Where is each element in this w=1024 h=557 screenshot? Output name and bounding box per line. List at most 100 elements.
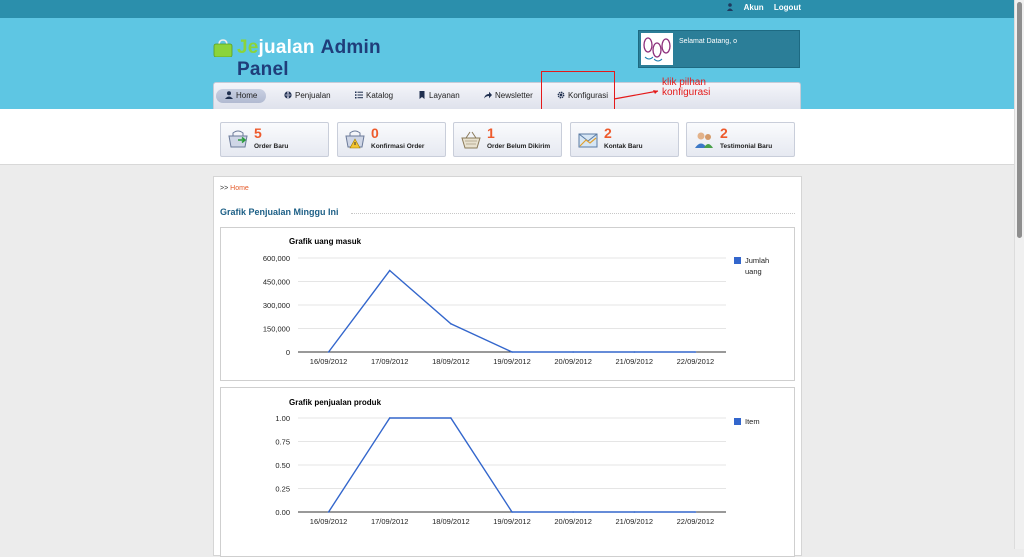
stat-label: Konfirmasi Order [371,143,425,150]
annotation-text: klik pilhan konfigurasi [662,78,710,98]
legend-label: uang [745,267,762,276]
stat-kontak-baru[interactable]: 2 Kontak Baru [570,122,679,157]
x-tick-label: 19/09/2012 [493,357,531,366]
stat-order-baru[interactable]: 5 Order Baru [220,122,329,157]
account-link[interactable]: Akun [726,3,766,12]
chart-money: Grafik uang masuk 0 150,000 300,000 450,000 6… [263,237,769,366]
stat-testimonial-baru[interactable]: 2 Testimonial Baru [686,122,795,157]
gear-icon [557,91,565,99]
data-point [633,351,636,353]
annotation-arrow [613,90,659,100]
logo[interactable]: Jejualan Admin Panel [213,37,433,80]
x-tick-label: 20/09/2012 [554,517,592,526]
annotation-line-2: konfigurasi [662,87,711,98]
person-icon [726,3,733,11]
x-tick-label: 16/09/2012 [310,357,348,366]
nav-newsletter[interactable]: Newsletter [484,89,533,103]
nav-layanan[interactable]: Layanan [418,89,460,103]
y-tick-label: 600,000 [263,254,290,263]
x-tick-label: 20/09/2012 [554,357,592,366]
contact-card-icon [578,133,598,148]
legend-swatch [734,418,741,425]
x-tick-label: 18/09/2012 [432,517,470,526]
welcome-box: Selamat Datang, o [638,30,800,68]
data-point [388,417,391,419]
legend-swatch [734,257,741,264]
nav-konfigurasi[interactable]: Konfigurasi [557,89,608,103]
x-tick-label: 22/09/2012 [677,517,715,526]
share-arrow-icon [484,91,492,99]
nav-penjualan[interactable]: Penjualan [284,89,331,103]
x-tick-label: 21/09/2012 [616,517,654,526]
nav-penjualan-label: Penjualan [295,91,331,100]
stat-label: Testimonial Baru [720,143,773,150]
users-icon [695,132,713,148]
series-line [328,269,696,353]
nav-katalog[interactable]: Katalog [355,89,393,103]
data-point [572,351,574,353]
y-tick-label: 0.00 [275,508,290,517]
x-tick-label: 16/09/2012 [310,517,348,526]
stat-count: 1 [487,125,495,141]
welcome-text: Selamat Datang, o [679,38,737,45]
x-tick-label: 19/09/2012 [493,517,531,526]
account-label: Akun [743,3,764,12]
y-tick-label: 450,000 [263,278,290,287]
y-tick-label: 0 [286,348,290,357]
data-point [633,511,636,513]
y-tick-label: 0.25 [275,485,290,494]
stat-count: 2 [720,125,728,141]
stat-count: 2 [604,125,612,141]
cart-icon [228,130,248,148]
scrollbar-thumb[interactable] [1017,2,1022,238]
y-tick-label: 150,000 [263,325,290,334]
data-point [327,351,330,353]
x-tick-label: 17/09/2012 [371,357,409,366]
section-title: Grafik Penjualan Minggu Ini [220,207,339,217]
stat-count: 5 [254,125,262,141]
x-tick-label: 21/09/2012 [616,357,654,366]
annotation-highlight-box [541,71,615,114]
data-point [450,323,452,325]
data-point [511,351,513,353]
chart-title: Grafik penjualan produk [289,398,382,407]
list-icon [355,91,363,99]
scrollbar[interactable] [1014,0,1024,549]
data-point [694,351,697,353]
stat-label: Order Baru [254,143,289,150]
x-tick-label: 17/09/2012 [371,517,409,526]
main-nav: Home Penjualan Katalog Layanan Newslette… [213,82,801,109]
top-links: Akun Logout [719,3,801,12]
stat-konfirmasi-order[interactable]: 0 Konfirmasi Order [337,122,446,157]
chart-panel-products: Grafik penjualan produk 0.00 0.25 0.50 0.75 1… [220,387,795,557]
nav-newsletter-label: Newsletter [495,91,533,100]
stat-order-belum-dikirim[interactable]: 1 Order Belum Dikirim [453,122,562,157]
breadcrumb-home-link[interactable]: Home [230,185,249,192]
stat-count: 0 [371,125,379,141]
section-divider [351,213,795,214]
logo-text: Jejualan Admin Panel [237,37,381,80]
nav-layanan-label: Layanan [429,91,460,100]
basket-icon [461,131,481,149]
breadcrumb-prefix: >> [220,185,229,192]
cart-warning-icon [345,130,365,149]
nav-katalog-label: Katalog [366,91,394,100]
data-point [450,417,452,419]
person-icon [225,91,233,99]
shopping-bag-icon [213,39,233,57]
data-point [511,511,513,513]
breadcrumb: >> Home [220,185,249,192]
y-tick-label: 1.00 [275,414,290,423]
globe-icon [284,91,292,99]
annotation-line-1: klik pilhan [662,77,706,88]
x-tick-label: 22/09/2012 [677,357,715,366]
data-point [388,269,391,272]
chart-products: Grafik penjualan produk 0.00 0.25 0.50 0.75 1… [275,398,759,526]
stat-label: Kontak Baru [604,143,643,150]
avatar [641,33,673,65]
nav-home[interactable]: Home [216,89,267,103]
nav-konfigurasi-label: Konfigurasi [568,91,609,100]
logout-link[interactable]: Logout [773,3,801,12]
bookmark-icon [419,91,425,99]
nav-home-label: Home [236,91,258,100]
